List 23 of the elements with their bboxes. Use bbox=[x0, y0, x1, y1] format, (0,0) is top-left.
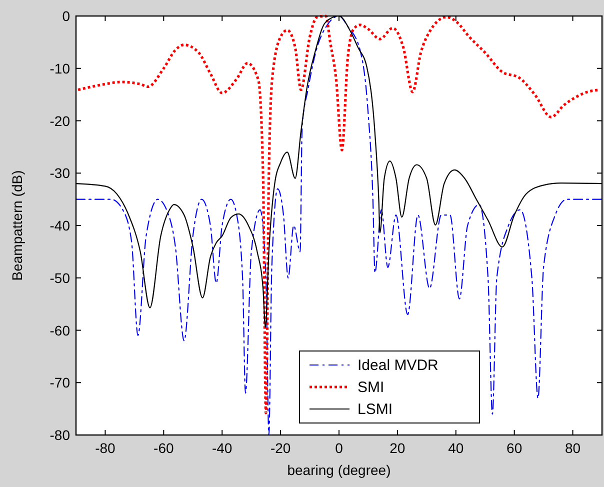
x-tick-label: -60 bbox=[154, 440, 174, 456]
x-tick-label: 0 bbox=[335, 440, 344, 456]
legend-label: LSMI bbox=[358, 401, 393, 418]
y-tick-label: -10 bbox=[50, 60, 70, 76]
y-tick-label: -70 bbox=[50, 374, 70, 391]
y-tick-label: -60 bbox=[50, 322, 70, 338]
legend-label: Ideal MVDR bbox=[358, 357, 439, 374]
x-tick-label: -80 bbox=[95, 440, 116, 456]
x-axis-title: bearing (degree) bbox=[287, 462, 391, 478]
x-tick-label: 60 bbox=[506, 440, 522, 456]
x-tick-label: 20 bbox=[390, 440, 406, 456]
y-tick-label: -20 bbox=[50, 112, 70, 129]
x-tick-label: -20 bbox=[270, 440, 291, 456]
y-tick-label: -30 bbox=[50, 165, 70, 182]
y-tick-label: -40 bbox=[50, 218, 70, 234]
x-tick-label: 40 bbox=[448, 440, 464, 456]
y-axis-title: Beampattern (dB) bbox=[9, 170, 25, 281]
x-tick-label: -40 bbox=[212, 440, 232, 456]
legend-label: SMI bbox=[358, 379, 384, 396]
x-tick-label: 80 bbox=[564, 440, 581, 456]
y-tick-label: 0 bbox=[62, 8, 70, 24]
y-tick-label: -80 bbox=[50, 427, 70, 443]
y-tick-label: -50 bbox=[50, 270, 70, 286]
